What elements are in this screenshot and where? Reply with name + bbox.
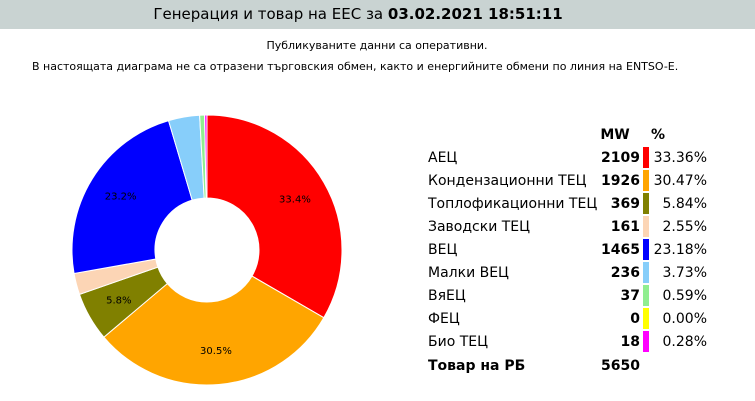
mw-value: 369 <box>611 196 640 212</box>
pct-value: 2.55% <box>663 219 707 235</box>
header-title: Генерация и товар на ЕЕС за <box>153 5 383 23</box>
slice-label: 23.2% <box>105 192 137 203</box>
source-name: ФЕЦ <box>428 311 460 327</box>
slice-label: 5.8% <box>106 295 131 306</box>
slice <box>71 119 193 275</box>
pct-value: 33.36% <box>654 150 707 166</box>
mw-value: 236 <box>611 265 640 281</box>
slice <box>103 275 325 386</box>
header: Генерация и товар на ЕЕС за 03.02.2021 1… <box>153 5 562 23</box>
pct-value: 0.00% <box>663 311 707 327</box>
total-label: Товар на РБ <box>428 358 525 374</box>
total-value: 5650 <box>601 358 640 374</box>
mw-value: 18 <box>621 334 640 350</box>
pct-value: 3.73% <box>663 265 707 281</box>
mw-value: 1465 <box>601 242 640 258</box>
header-bar <box>0 0 755 29</box>
note: Публикуваните данни са оперативни. <box>266 39 487 52</box>
slice-label: 33.4% <box>279 194 311 205</box>
slice <box>204 114 208 199</box>
source-name: Малки ВЕЦ <box>428 265 509 281</box>
pct-header: % <box>651 127 665 143</box>
source-name: АЕЦ <box>428 150 457 166</box>
color-swatch <box>643 193 649 214</box>
header-datetime: 03.02.2021 18:51:11 <box>388 5 563 23</box>
mw-header: MW <box>600 127 629 143</box>
color-swatch <box>643 170 649 191</box>
source-name: Био ТЕЦ <box>428 334 488 350</box>
pct-value: 0.28% <box>663 334 707 350</box>
slice <box>206 114 343 319</box>
slice-label: 30.5% <box>200 346 232 357</box>
source-name: ВяЕЦ <box>428 288 466 304</box>
pct-value: 0.59% <box>663 288 707 304</box>
color-swatch <box>643 262 649 283</box>
note: В настоящата диаграма не са отразени тър… <box>32 60 678 73</box>
color-swatch <box>643 147 649 168</box>
pct-value: 23.18% <box>654 242 707 258</box>
mw-value: 0 <box>630 311 640 327</box>
source-name: Заводски ТЕЦ <box>428 219 530 235</box>
source-name: Кондензационни ТЕЦ <box>428 173 587 189</box>
mw-value: 1926 <box>601 173 640 189</box>
color-swatch <box>643 285 649 306</box>
mw-value: 2109 <box>601 150 640 166</box>
pct-value: 30.47% <box>654 173 707 189</box>
source-name: Топлофикационни ТЕЦ <box>427 196 597 212</box>
mw-value: 161 <box>611 219 640 235</box>
color-swatch <box>643 331 649 352</box>
mw-value: 37 <box>621 288 640 304</box>
color-swatch <box>643 239 649 260</box>
color-swatch <box>643 216 649 237</box>
pct-value: 5.84% <box>663 196 707 212</box>
color-swatch <box>643 308 649 329</box>
source-name: ВЕЦ <box>428 242 457 258</box>
